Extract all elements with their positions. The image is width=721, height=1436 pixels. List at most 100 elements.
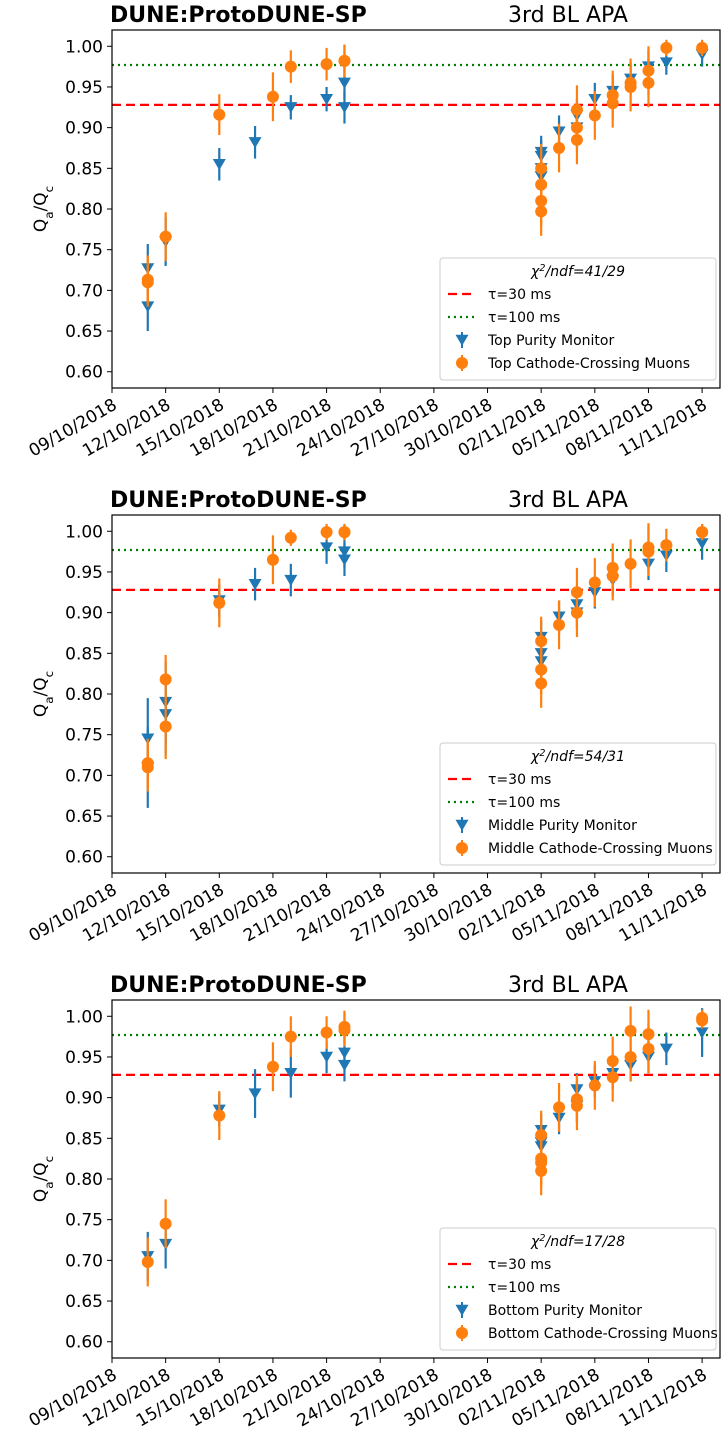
title-left: DUNE:ProtoDUNE-SP <box>110 973 367 998</box>
panel: DUNE:ProtoDUNE-SP 3rd BL APA Qa/Qc 0.60 0.65… <box>26 973 721 1431</box>
legend-label: Bottom Purity Monitor <box>488 1303 642 1319</box>
title-left: DUNE:ProtoDUNE-SP <box>110 488 367 513</box>
legend-title: χ2/ndf=41/29 <box>530 263 625 281</box>
y-tick-label: 0.65 <box>65 807 103 827</box>
data-point <box>266 1060 279 1073</box>
data-point <box>660 539 673 552</box>
data-point <box>337 77 351 89</box>
y-tick-label: 0.75 <box>65 241 103 261</box>
data-point <box>284 102 298 114</box>
panel: DUNE:ProtoDUNE-SP 3rd BL APA Qa/Qc 0.60 0.65… <box>26 488 721 946</box>
y-tick-label: 0.70 <box>65 281 103 301</box>
title-left: DUNE:ProtoDUNE-SP <box>110 3 367 28</box>
data-point <box>337 102 351 114</box>
y-tick-label: 0.85 <box>65 1129 103 1149</box>
data-point <box>570 586 583 599</box>
legend-label: τ=30 ms <box>488 1257 551 1273</box>
data-point <box>642 1028 655 1041</box>
data-point <box>659 57 673 69</box>
data-point <box>695 538 709 550</box>
y-tick-label: 0.80 <box>65 1170 103 1190</box>
legend-box <box>439 1227 717 1351</box>
data-point <box>320 58 333 71</box>
legend-title: χ2/ndf=54/31 <box>530 748 625 766</box>
legend-swatch <box>455 1304 469 1316</box>
plot-frame <box>111 999 721 1359</box>
data-point <box>642 76 655 89</box>
data-point <box>696 526 709 539</box>
plot-frame <box>111 514 721 874</box>
data-point <box>553 1101 566 1114</box>
data-point <box>553 141 566 154</box>
data-point <box>606 1055 619 1068</box>
title-right: 3rd BL APA <box>508 3 628 28</box>
data-point <box>248 1088 262 1100</box>
title-right: 3rd BL APA <box>508 973 628 998</box>
data-point <box>213 1109 226 1122</box>
legend-swatch <box>455 334 469 346</box>
y-tick-label: 0.65 <box>65 1292 103 1312</box>
y-tick-label: 0.60 <box>65 1333 103 1353</box>
data-point <box>588 1079 601 1092</box>
data-point <box>624 80 637 93</box>
data-point <box>696 1014 709 1027</box>
data-point <box>284 531 297 544</box>
legend-title: χ2/ndf=17/28 <box>530 1233 625 1251</box>
data-point <box>696 41 709 54</box>
plot-frame <box>111 29 721 389</box>
legend-swatch <box>456 842 468 854</box>
data-point <box>606 561 619 574</box>
data-point <box>535 663 548 676</box>
data-point <box>213 596 226 609</box>
data-point <box>320 1026 333 1039</box>
data-point <box>248 137 262 149</box>
data-point <box>659 1043 673 1055</box>
data-point <box>320 1051 334 1063</box>
y-tick-label: 0.80 <box>65 200 103 220</box>
y-axis-label: Qa/Qc <box>31 1156 56 1202</box>
y-tick-label: 0.95 <box>65 1048 103 1068</box>
data-point <box>320 542 334 554</box>
data-point <box>213 108 226 121</box>
y-tick-label: 0.80 <box>65 685 103 705</box>
data-point <box>642 541 655 554</box>
y-tick-label: 1.00 <box>65 1007 103 1027</box>
legend-label: Top Purity Monitor <box>487 333 614 349</box>
y-axis-label: Qa/Qc <box>31 186 56 232</box>
y-tick-label: 0.85 <box>65 644 103 664</box>
data-point <box>337 1059 351 1071</box>
y-tick-label: 0.75 <box>65 726 103 746</box>
legend-label: τ=100 ms <box>488 310 560 326</box>
data-point <box>588 109 601 122</box>
data-point <box>535 1129 548 1142</box>
data-point <box>624 557 637 570</box>
legend-label: τ=100 ms <box>488 795 560 811</box>
data-point <box>588 576 601 589</box>
data-point <box>695 1027 709 1039</box>
data-point <box>284 60 297 73</box>
data-point <box>337 554 351 566</box>
data-point <box>159 720 172 733</box>
legend-label: Middle Purity Monitor <box>488 818 637 834</box>
legend-box <box>439 742 717 866</box>
data-point <box>338 526 351 539</box>
legend-box <box>439 257 717 381</box>
data-point <box>570 103 583 116</box>
legend-label: Top Cathode-Crossing Muons <box>487 356 690 372</box>
data-point <box>535 162 548 175</box>
data-point <box>553 618 566 631</box>
y-tick-label: 0.95 <box>65 78 103 98</box>
data-point <box>141 301 155 313</box>
data-point <box>338 54 351 67</box>
data-point <box>624 1050 637 1063</box>
data-point <box>320 526 333 539</box>
data-point <box>660 41 673 54</box>
data-point <box>141 1255 154 1268</box>
y-tick-label: 1.00 <box>65 522 103 542</box>
data-point <box>159 230 172 243</box>
data-point <box>141 276 154 289</box>
legend-swatch <box>456 357 468 369</box>
legend-label: τ=30 ms <box>488 287 551 303</box>
y-tick-label: 1.00 <box>65 37 103 57</box>
